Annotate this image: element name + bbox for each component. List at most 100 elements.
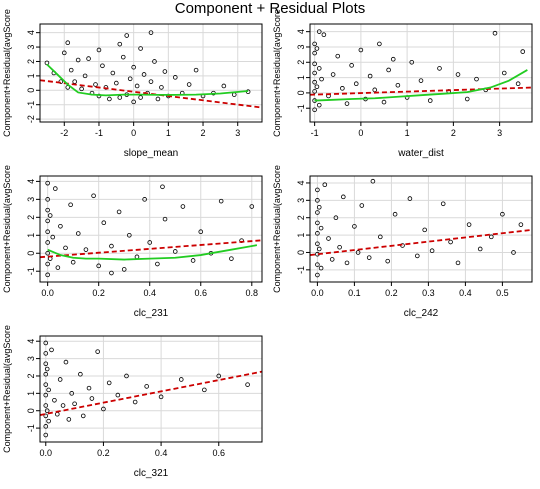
data-point xyxy=(114,80,119,86)
data-point xyxy=(341,194,346,200)
data-point xyxy=(198,229,204,234)
x-axis-label: clc_231 xyxy=(134,308,169,319)
data-point xyxy=(95,349,100,354)
data-point xyxy=(68,202,73,208)
data-point xyxy=(422,227,428,233)
x-axis-label: slope_mean xyxy=(124,148,178,159)
data-point xyxy=(45,272,50,278)
data-point xyxy=(131,99,136,105)
plot-area xyxy=(40,176,262,282)
y-tick-label: -1 xyxy=(26,267,36,275)
data-point xyxy=(172,249,178,254)
plot-frame xyxy=(309,175,533,283)
data-point xyxy=(86,56,91,61)
data-point xyxy=(75,231,81,236)
data-point xyxy=(138,95,143,100)
data-point xyxy=(312,50,317,56)
y-axis-label: Component+Residual(avgScore xyxy=(2,325,12,453)
data-point xyxy=(312,107,317,113)
data-point xyxy=(415,253,420,259)
data-point xyxy=(392,211,398,217)
data-point xyxy=(315,220,320,226)
data-point xyxy=(60,403,66,408)
data-point xyxy=(148,30,154,35)
data-point xyxy=(109,243,114,249)
data-point xyxy=(329,257,335,262)
data-point xyxy=(312,89,317,94)
data-point xyxy=(101,220,107,226)
data-point xyxy=(390,56,396,62)
x-axis-label: water_dist xyxy=(397,148,444,159)
data-point xyxy=(43,361,49,367)
data-point xyxy=(372,87,378,93)
x-tick-label: -2 xyxy=(60,128,68,138)
y-tick-label: -1 xyxy=(296,104,306,112)
data-point xyxy=(63,359,69,365)
data-point xyxy=(249,204,255,209)
plot-frame xyxy=(39,175,263,283)
data-point xyxy=(316,102,322,108)
y-tick-label: 1 xyxy=(26,233,36,238)
data-point xyxy=(158,394,164,400)
y-axis-label: Component+Residual(avgScore xyxy=(272,165,282,293)
data-point xyxy=(314,84,320,90)
data-point xyxy=(515,81,521,87)
data-point xyxy=(43,351,49,356)
data-point xyxy=(312,61,317,67)
data-point xyxy=(315,231,320,236)
data-point xyxy=(109,270,114,276)
data-layer xyxy=(310,29,532,113)
panel-clc-242: 0.0 0.1 0.2 0.3 0.4 0.5 -1 0 1 2 3 4 clc_242 Componen… xyxy=(272,165,533,319)
data-point xyxy=(117,41,123,47)
y-tick-label: 1 xyxy=(296,233,306,238)
data-point xyxy=(45,229,50,234)
y-axis-label: Component+Residual(avgScore xyxy=(2,9,12,137)
x-tick-label: 2 xyxy=(201,128,206,138)
y-tick-label: -1 xyxy=(296,266,306,274)
data-point xyxy=(492,30,498,36)
data-point xyxy=(65,40,71,46)
x-tick-label: 0.2 xyxy=(92,288,105,298)
data-point xyxy=(162,216,168,222)
x-tick-label: 0.0 xyxy=(41,288,54,298)
data-point xyxy=(407,196,413,201)
y-tick-label: 0 xyxy=(296,250,306,255)
data-point xyxy=(100,63,105,69)
data-point xyxy=(221,83,227,89)
panel-clc-231: 0.0 0.2 0.4 0.6 0.8 -1 0 1 2 3 4 clc_231 Component+R… xyxy=(2,165,263,319)
data-point xyxy=(326,236,331,241)
y-tick-label: 2 xyxy=(296,215,306,220)
data-point xyxy=(131,64,136,70)
y-tick-label: 3 xyxy=(26,356,36,361)
data-point xyxy=(148,79,154,84)
data-point xyxy=(377,41,382,47)
data-point xyxy=(45,197,50,202)
data-point xyxy=(141,72,147,77)
data-point xyxy=(315,187,320,193)
x-tick-label: -1 xyxy=(311,128,319,138)
data-point xyxy=(500,211,505,217)
data-point xyxy=(186,82,192,87)
data-point xyxy=(218,198,224,204)
data-point xyxy=(58,224,63,229)
data-point xyxy=(46,387,51,393)
data-point xyxy=(386,67,391,73)
data-point xyxy=(107,96,112,102)
data-point xyxy=(385,258,390,264)
data-point xyxy=(43,424,49,429)
plot-frame xyxy=(39,335,263,443)
fit-line xyxy=(40,370,262,416)
x-tick-label: 0.3 xyxy=(422,288,435,298)
data-point xyxy=(316,66,322,71)
data-point xyxy=(127,76,133,82)
data-point xyxy=(116,209,122,215)
data-point xyxy=(314,46,320,51)
data-point xyxy=(318,265,324,271)
plot-area xyxy=(310,24,532,122)
y-axis-label: Component+Residual(avgScore xyxy=(272,9,282,137)
y-tick-label: 2 xyxy=(26,373,36,378)
data-point xyxy=(132,399,138,405)
data-point xyxy=(330,72,336,77)
data-point xyxy=(63,245,68,251)
x-tick-label: 1 xyxy=(166,128,171,138)
